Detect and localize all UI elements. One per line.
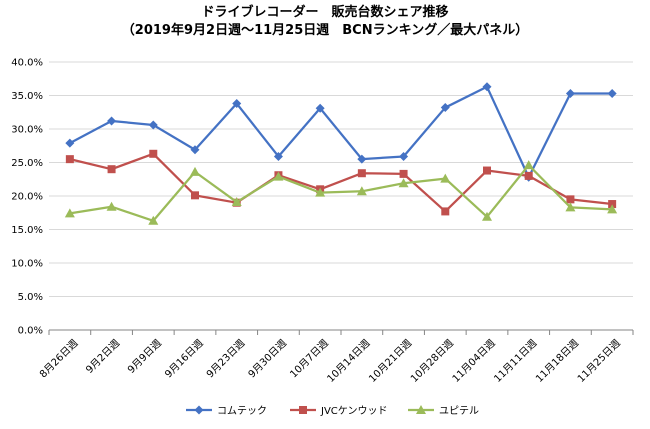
y-tick-label: 35.0% [11, 91, 43, 102]
data-point [273, 171, 284, 181]
x-tick-label: 8月26日週 [37, 337, 80, 380]
data-point [523, 160, 534, 170]
chart-title-block: ドライブレコーダー 販売台数シェア推移 （2019年9月2日週～11月25日週 … [0, 4, 650, 40]
series-1 [65, 82, 617, 182]
x-tick-label: 10月21日週 [367, 337, 415, 385]
chart-title: ドライブレコーダー 販売台数シェア推移 [201, 5, 449, 20]
data-point [608, 200, 617, 209]
data-point [357, 154, 367, 164]
legend-label: ユピテル [439, 405, 479, 417]
data-point [482, 211, 492, 221]
data-point [566, 195, 575, 204]
legend-item: ユピテル [408, 405, 479, 417]
legend-marker [416, 405, 426, 414]
series-2 [65, 149, 617, 216]
data-point [315, 187, 326, 197]
legend-marker [299, 406, 307, 414]
data-point [357, 169, 366, 178]
x-tick-label: 11月11日週 [492, 337, 540, 385]
data-point [399, 169, 408, 178]
data-point [356, 186, 367, 196]
series-line [69, 85, 613, 179]
data-point [440, 173, 451, 183]
data-point [607, 204, 618, 214]
data-point [399, 151, 409, 161]
data-point [483, 166, 491, 175]
series-line [69, 164, 613, 222]
data-point [607, 88, 617, 98]
data-point [565, 88, 575, 98]
x-tick-label: 9月9日週 [125, 337, 164, 376]
data-point [64, 208, 75, 218]
data-point [565, 202, 576, 212]
data-point [231, 197, 242, 207]
data-point [65, 138, 75, 148]
data-point [148, 215, 159, 225]
y-tick-label: 5.0% [18, 292, 43, 303]
legend-item: コムテック [186, 405, 267, 417]
y-tick-label: 0.0% [18, 326, 43, 337]
x-tick-label: 10月7日週 [288, 337, 331, 380]
data-point [107, 116, 117, 126]
y-tick-label: 25.0% [11, 158, 43, 169]
data-point [482, 82, 492, 92]
x-tick-label: 9月16日週 [162, 337, 205, 380]
data-point [148, 120, 158, 130]
x-tick-label: 10月14日週 [325, 337, 373, 385]
data-point [106, 201, 117, 211]
x-tick-label: 9月23日週 [204, 337, 247, 380]
legend-marker [194, 405, 204, 415]
x-tick-label: 9月30日週 [246, 337, 289, 380]
series-3 [64, 160, 618, 225]
y-tick-label: 20.0% [11, 192, 43, 203]
x-tick-label: 11月18日週 [533, 337, 581, 385]
data-point [315, 103, 325, 113]
y-tick-label: 10.0% [11, 259, 43, 270]
legend: コムテック JVCケンウッド ユピテル [186, 405, 479, 417]
legend-label: コムテック [217, 405, 267, 417]
data-point [149, 149, 158, 158]
x-tick-label: 9月2日週 [84, 337, 123, 376]
x-tick-label: 11月25日週 [575, 337, 623, 385]
x-tick-label: 10月28日週 [408, 337, 456, 385]
gridlines [49, 61, 633, 331]
data-point [398, 178, 409, 188]
y-tick-label: 30.0% [11, 125, 43, 136]
series [64, 82, 618, 225]
y-tick-label: 40.0% [11, 58, 43, 69]
data-point [190, 166, 200, 176]
chart-subtitle: （2019年9月2日週～11月25日週 BCNランキング／最大パネル） [121, 23, 529, 38]
legend-label: JVCケンウッド [320, 405, 387, 417]
y-tick-label: 15.0% [11, 225, 43, 236]
x-axis: 8月26日週 9月2日週 9月9日週 9月16日週 9月23日週 9月30日週 10月7日週… [37, 330, 634, 385]
data-point [440, 103, 450, 113]
x-tick-label: 11月04日週 [450, 337, 498, 385]
data-point [441, 207, 450, 216]
data-point [191, 191, 199, 200]
data-point [524, 171, 533, 180]
data-point [273, 151, 283, 161]
legend-item: JVCケンウッド [290, 405, 387, 417]
y-axis: 0.0% 5.0% 10.0% 15.0% 20.0% 25.0% 30.0% 35.0% 40… [11, 58, 43, 337]
data-point [232, 99, 242, 109]
data-point [65, 155, 74, 164]
data-point [107, 165, 116, 174]
data-point [190, 145, 200, 155]
